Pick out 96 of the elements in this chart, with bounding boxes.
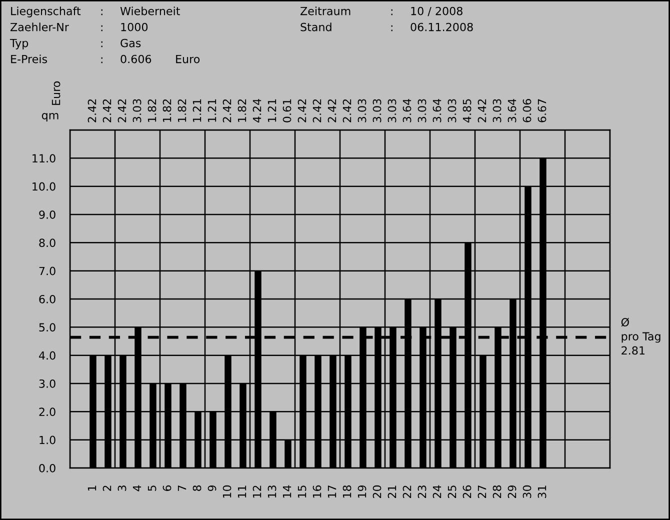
text: 3.64 xyxy=(432,98,442,122)
text: 3.03 xyxy=(132,99,142,122)
text: Stand xyxy=(300,22,332,32)
y-tick-label: 8.0 xyxy=(39,238,56,248)
x-tick-label: 19 xyxy=(358,485,366,498)
y-tick-label: 10.0 xyxy=(32,182,56,191)
x-tick-label: 21 xyxy=(388,486,396,498)
text: 2.42 xyxy=(478,99,486,122)
text: 1.21 xyxy=(268,99,276,122)
x-tick-label: 3 xyxy=(118,486,126,491)
text: Gas xyxy=(120,38,141,48)
y-tick-label: 6.0 xyxy=(39,294,56,304)
y-tick-label: 5.0 xyxy=(39,323,56,332)
y-tick-label: 3.0 xyxy=(39,379,56,388)
text: 0.61 xyxy=(282,99,292,122)
x-tick-label: 31 xyxy=(538,486,546,498)
text: 1.82 xyxy=(162,99,172,122)
text: 3.64 xyxy=(508,98,516,122)
y-tick-label: 2.0 xyxy=(39,408,56,416)
y-axis-title: qm xyxy=(42,113,58,122)
text: Euro xyxy=(176,54,200,64)
text: 1.82 xyxy=(148,99,156,122)
x-tick-label: 14 xyxy=(282,485,292,498)
x-tick-label: 16 xyxy=(312,485,322,498)
x-tick-label: 17 xyxy=(328,486,336,498)
y-tick-label: 9.0 xyxy=(39,210,56,219)
text: Typ xyxy=(10,38,28,50)
x-tick-label: 22 xyxy=(402,486,412,498)
y-tick-label: 4.0 xyxy=(38,351,56,360)
text: Zaehler-Nr xyxy=(10,22,69,32)
y-tick-label: 11.0 xyxy=(32,154,56,163)
text: 2.42 xyxy=(342,99,352,122)
text: Liegenschaft xyxy=(11,6,81,18)
text: Zeitraum xyxy=(300,6,350,16)
x-tick-label: 28 xyxy=(492,485,502,498)
text: 2.42 xyxy=(222,99,232,122)
text: 1.82 xyxy=(178,99,186,122)
x-tick-label: 2 xyxy=(102,486,112,491)
x-tick-label: 11 xyxy=(238,486,246,498)
x-tick-label: 13 xyxy=(268,486,276,498)
text: 2.42 xyxy=(102,99,112,122)
x-tick-label: 24 xyxy=(432,485,442,498)
x-tick-label: 18 xyxy=(342,485,352,498)
text: 1.21 xyxy=(192,99,202,122)
text: 6.67 xyxy=(538,99,546,122)
text: E-Preis xyxy=(11,54,48,64)
text: 2.42 xyxy=(298,99,306,122)
text: : xyxy=(101,57,102,64)
x-tick-label: 15 xyxy=(298,486,306,498)
x-tick-label: 12 xyxy=(252,486,262,498)
text: 0.606 xyxy=(120,54,152,64)
text: 3.64 xyxy=(402,98,412,122)
text: 3.03 xyxy=(448,99,456,122)
text: 2.42 xyxy=(118,99,126,122)
text: 4.85 xyxy=(462,99,472,123)
text: 2.42 xyxy=(88,99,96,122)
text: 3.03 xyxy=(418,99,426,122)
text: 1.82 xyxy=(238,99,246,122)
text: 6.06 xyxy=(522,99,532,122)
text: 3.03 xyxy=(358,99,366,122)
text: 1.21 xyxy=(208,99,216,122)
text: 2.42 xyxy=(328,99,336,122)
text: 2.42 xyxy=(312,99,322,122)
x-tick-label: 6 xyxy=(162,485,172,491)
text: 06.11.2008 xyxy=(410,22,473,32)
x-tick-label: 30 xyxy=(522,485,532,498)
text: Wieberneit xyxy=(120,6,180,16)
text: : xyxy=(101,41,102,48)
x-tick-label: 27 xyxy=(478,486,486,498)
ref-line-label: Ø pro Tag 2.81 xyxy=(621,318,660,355)
x-tick-label: 29 xyxy=(508,485,516,498)
x-tick-label: 20 xyxy=(372,485,382,498)
x-tick-label: 26 xyxy=(462,485,472,498)
x-tick-label: 7 xyxy=(178,486,186,491)
x-tick-label: 10 xyxy=(222,485,232,498)
x-tick-label: 1 xyxy=(88,486,96,491)
text: 10 / 2008 xyxy=(411,6,462,16)
x-tick-label: 9 xyxy=(208,485,216,492)
text: 3.03 xyxy=(492,99,502,122)
text: 3.03 xyxy=(372,99,382,122)
x-tick-label: 8 xyxy=(192,485,202,491)
text: : xyxy=(101,25,102,32)
text: : xyxy=(391,9,392,16)
text: 4.24 xyxy=(252,98,262,123)
text: 1000 xyxy=(121,22,148,32)
y-tick-label: 0.0 xyxy=(39,464,56,472)
x-tick-label: 5 xyxy=(148,486,156,491)
text: : xyxy=(101,9,102,16)
text: 3.03 xyxy=(388,99,396,122)
x-tick-label: 25 xyxy=(448,486,456,498)
x-tick-label: 4 xyxy=(132,485,142,492)
x2-axis-title: Euro xyxy=(52,81,60,105)
text: : xyxy=(391,25,392,32)
y-tick-label: 7.0 xyxy=(39,266,56,276)
x-tick-label: 23 xyxy=(418,486,426,498)
y-tick-label: 1.0 xyxy=(40,436,56,444)
